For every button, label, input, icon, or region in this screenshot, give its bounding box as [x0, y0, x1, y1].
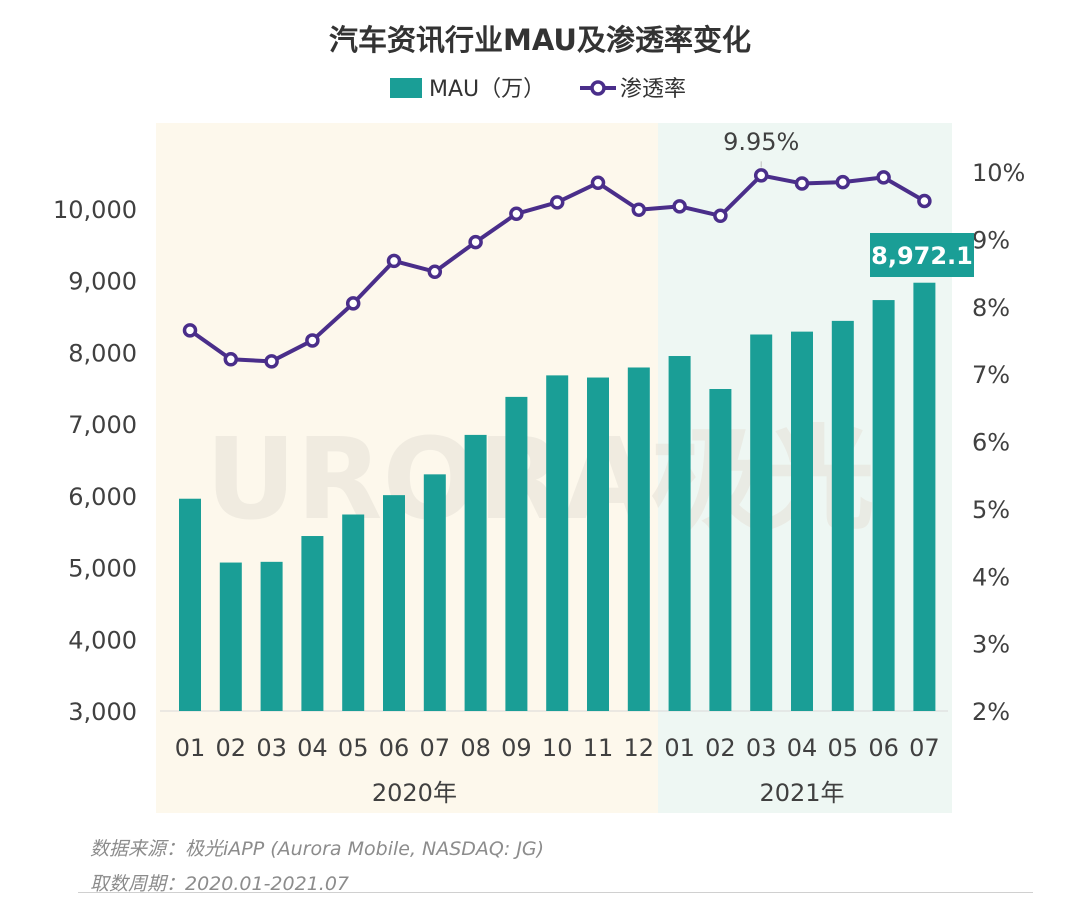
- footer-source: 数据来源：极光iAPP (Aurora Mobile, NASDAQ: JG): [90, 838, 545, 860]
- left-axis: 3,000 4,000 5,000 6,000 7,000 8,000 9,000 10,00…: [53, 196, 137, 726]
- group-labels: 2020年 2021年: [372, 779, 845, 807]
- x-tick-label: 05: [828, 734, 859, 762]
- bar: [260, 561, 283, 711]
- x-tick-label: 04: [787, 734, 818, 762]
- x-tick-label: 07: [909, 734, 940, 762]
- line-point: [549, 195, 565, 210]
- right-tick-label: 7%: [972, 361, 1010, 389]
- x-tick-label: 01: [175, 734, 206, 762]
- line-point: [264, 354, 279, 369]
- bar: [872, 300, 895, 711]
- x-tick-label: 06: [868, 734, 899, 762]
- right-tick-label: 6%: [972, 429, 1010, 457]
- left-tick-label: 10,000: [53, 196, 137, 224]
- x-tick-label: 06: [379, 734, 410, 762]
- group-label: 2021年: [759, 779, 844, 807]
- legend-bar-swatch: [390, 78, 422, 98]
- annotation-last-mau: 8,972.1: [870, 233, 974, 277]
- line-point: [713, 208, 728, 224]
- legend-line-label: 渗透率: [620, 77, 686, 102]
- left-tick-label: 8,000: [68, 339, 137, 367]
- bar: [750, 334, 773, 711]
- bar: [464, 434, 487, 711]
- left-tick-label: 3,000: [68, 698, 137, 726]
- right-tick-label: 2%: [972, 698, 1010, 726]
- bar: [219, 562, 242, 711]
- legend-bar-label: MAU（万）: [429, 77, 545, 102]
- right-tick-label: 3%: [972, 631, 1010, 659]
- bar: [791, 331, 813, 711]
- line-point: [509, 206, 524, 222]
- right-tick-label: 4%: [972, 563, 1010, 591]
- line-point: [876, 170, 891, 185]
- bar: [179, 498, 201, 711]
- right-tick-label: 10%: [972, 159, 1025, 187]
- legend-line-marker: [590, 80, 606, 96]
- left-tick-label: 9,000: [68, 268, 137, 296]
- left-tick-label: 6,000: [68, 483, 137, 511]
- bar: [709, 389, 732, 711]
- x-tick-label: 04: [297, 734, 328, 762]
- line-point: [631, 202, 647, 217]
- x-tick-label: 08: [460, 734, 491, 762]
- annotations: 9.95% 8,972.1: [723, 128, 974, 277]
- line-point: [672, 199, 687, 214]
- line-point: [223, 352, 239, 367]
- x-tick-label: 03: [746, 734, 777, 762]
- x-tick-label: 05: [338, 734, 369, 762]
- footer-period: 取数周期：2020.01-2021.07: [90, 873, 349, 895]
- bar: [668, 356, 691, 711]
- right-tick-label: 9%: [972, 226, 1010, 254]
- right-axis: 2% 3% 4% 5% 6% 7% 8% 9% 10%: [972, 159, 1025, 726]
- bar: [301, 536, 324, 711]
- bar: [505, 396, 528, 711]
- bar: [546, 375, 569, 711]
- footer-rule: [78, 892, 1033, 893]
- left-tick-label: 4,000: [68, 626, 137, 654]
- x-tick-label: 03: [256, 734, 287, 762]
- line-point: [794, 176, 810, 191]
- chart-title: 汽车资讯行业MAU及渗透率变化: [329, 23, 751, 57]
- right-tick-label: 5%: [972, 496, 1010, 524]
- bar: [831, 320, 854, 711]
- legend: MAU（万） 渗透率: [390, 77, 686, 102]
- x-tick-label: 01: [664, 734, 695, 762]
- bar: [627, 367, 650, 711]
- line-point: [345, 296, 361, 311]
- x-tick-label: 10: [542, 734, 573, 762]
- line-point: [917, 193, 932, 209]
- bars: [179, 282, 936, 711]
- line-series: [182, 168, 932, 369]
- line-point: [835, 174, 851, 190]
- x-tick-label: 09: [501, 734, 532, 762]
- line-point: [305, 333, 320, 348]
- line-point: [468, 234, 483, 250]
- annotation-badge-text: 8,972.1: [871, 242, 973, 270]
- line-point: [427, 264, 443, 279]
- x-tick-label: 12: [624, 734, 655, 762]
- x-labels: 01 02 03 04 05 06 07 08 09 10 11 12 01 02 03 04 05 06 07: [175, 734, 940, 762]
- annotation-badge: [870, 233, 974, 277]
- annotation-peak-rate: 9.95%: [723, 128, 799, 156]
- bar: [383, 495, 405, 711]
- bar: [423, 474, 446, 711]
- bar: [342, 514, 365, 711]
- bar: [913, 282, 936, 711]
- group-label: 2020年: [372, 779, 457, 807]
- line-point: [753, 168, 769, 183]
- line-point: [386, 253, 402, 269]
- x-tick-label: 02: [705, 734, 736, 762]
- line-point: [182, 323, 198, 338]
- x-tick-label: 11: [583, 734, 614, 762]
- x-tick-label: 07: [420, 734, 451, 762]
- watermark: URORA极光: [205, 415, 874, 545]
- x-tick-label: 02: [216, 734, 247, 762]
- bar: [587, 377, 609, 711]
- right-tick-label: 8%: [972, 294, 1010, 322]
- left-tick-label: 5,000: [68, 555, 137, 583]
- line-point: [590, 175, 606, 191]
- left-tick-label: 7,000: [68, 411, 137, 439]
